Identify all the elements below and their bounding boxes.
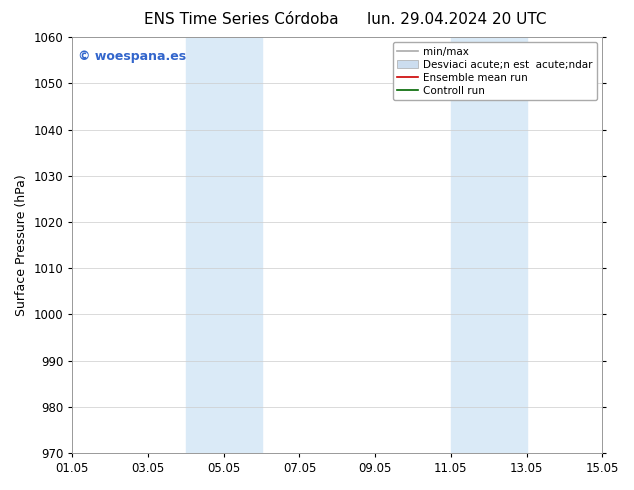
Y-axis label: Surface Pressure (hPa): Surface Pressure (hPa) xyxy=(15,174,28,316)
Bar xyxy=(451,37,527,453)
Bar xyxy=(186,37,262,453)
Text: © woespana.es: © woespana.es xyxy=(77,49,186,63)
Text: lun. 29.04.2024 20 UTC: lun. 29.04.2024 20 UTC xyxy=(366,12,547,27)
Legend: min/max, Desviaci acute;n est  acute;ndar, Ensemble mean run, Controll run: min/max, Desviaci acute;n est acute;ndar… xyxy=(393,42,597,100)
Text: ENS Time Series Córdoba: ENS Time Series Córdoba xyxy=(144,12,338,27)
